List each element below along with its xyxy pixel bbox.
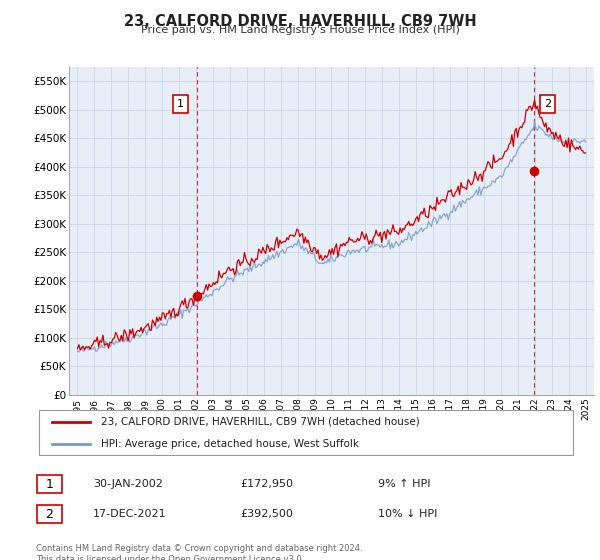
FancyBboxPatch shape xyxy=(39,410,574,455)
Text: Price paid vs. HM Land Registry's House Price Index (HPI): Price paid vs. HM Land Registry's House … xyxy=(140,25,460,35)
Text: 10% ↓ HPI: 10% ↓ HPI xyxy=(378,509,437,519)
Text: Contains HM Land Registry data © Crown copyright and database right 2024.
This d: Contains HM Land Registry data © Crown c… xyxy=(36,544,362,560)
FancyBboxPatch shape xyxy=(37,475,62,493)
Text: 2: 2 xyxy=(544,99,551,109)
Text: £172,950: £172,950 xyxy=(240,479,293,489)
Text: 17-DEC-2021: 17-DEC-2021 xyxy=(93,509,167,519)
Text: 1: 1 xyxy=(46,478,53,491)
Text: 9% ↑ HPI: 9% ↑ HPI xyxy=(378,479,431,489)
Text: 30-JAN-2002: 30-JAN-2002 xyxy=(93,479,163,489)
Text: 2: 2 xyxy=(46,507,53,521)
Text: 23, CALFORD DRIVE, HAVERHILL, CB9 7WH (detached house): 23, CALFORD DRIVE, HAVERHILL, CB9 7WH (d… xyxy=(101,417,419,427)
Text: HPI: Average price, detached house, West Suffolk: HPI: Average price, detached house, West… xyxy=(101,438,359,449)
Text: 1: 1 xyxy=(177,99,184,109)
Text: £392,500: £392,500 xyxy=(240,509,293,519)
FancyBboxPatch shape xyxy=(37,505,62,523)
Text: 23, CALFORD DRIVE, HAVERHILL, CB9 7WH: 23, CALFORD DRIVE, HAVERHILL, CB9 7WH xyxy=(124,14,476,29)
